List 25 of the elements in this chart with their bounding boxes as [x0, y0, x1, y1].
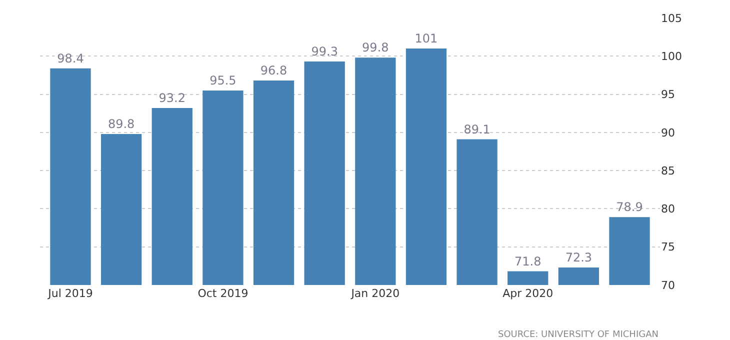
y-tick-label: 75 [661, 240, 675, 254]
y-tick-label: 95 [661, 88, 675, 102]
data-label: 72.3 [565, 250, 592, 264]
x-tick-label: Jan 2020 [350, 287, 400, 300]
x-tick-label: Oct 2019 [198, 287, 248, 300]
source-note: SOURCE: UNIVERSITY OF MICHIGAN [498, 330, 658, 340]
data-label: 99.8 [362, 40, 389, 55]
data-label: 96.8 [260, 64, 288, 78]
x-tick-label: Jul 2019 [47, 287, 93, 300]
x-tick-label: Apr 2020 [502, 287, 554, 300]
y-tick-label: 105 [661, 12, 682, 25]
data-label: 95.5 [210, 73, 236, 88]
y-tick-label: 70 [661, 278, 675, 292]
y-tick-label: 80 [661, 202, 675, 216]
data-label: 99.3 [311, 44, 338, 58]
data-label: 93.2 [158, 91, 186, 106]
data-label: 98.4 [57, 51, 84, 66]
data-label: 89.8 [108, 116, 135, 131]
data-label: 78.9 [616, 200, 643, 214]
data-label: 71.8 [514, 254, 542, 268]
data-label: 101 [414, 32, 438, 46]
y-tick-label: 90 [661, 126, 675, 140]
data-label: 89.1 [464, 122, 490, 136]
y-tick-label: 100 [661, 50, 682, 63]
y-tick-label: 85 [661, 164, 675, 178]
